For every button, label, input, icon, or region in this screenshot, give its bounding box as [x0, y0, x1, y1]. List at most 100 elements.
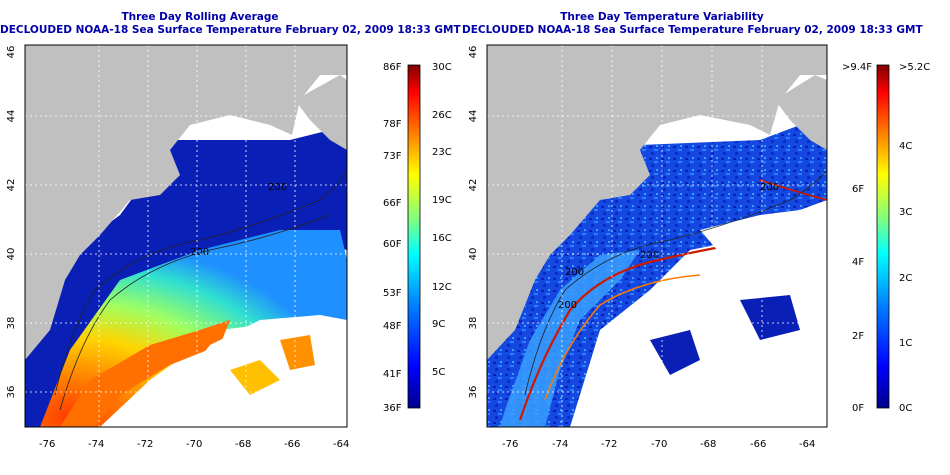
left-cbar-c-5: 16C — [432, 233, 452, 244]
left-cbar-c-3: 23C — [432, 147, 452, 158]
left-warm-patch — [230, 360, 280, 395]
right-x-axis: -76 -74 -72 -70 -68 -66 -64 — [502, 439, 815, 450]
right-cbar-c-3: 3C — [899, 207, 912, 218]
right-contour-label-1: 200 — [640, 250, 659, 261]
right-front-line-3 — [759, 179, 828, 201]
right-map: 200 200 200 200 — [486, 44, 828, 428]
right-y-tick-6: 36 — [468, 386, 479, 399]
right-colorbar: >9.4F 6F 4F 2F 0F >5.2C 4C 3C 2C 1C 0C — [842, 62, 930, 414]
right-water-patch-2 — [740, 295, 800, 340]
left-colorbar: 86F 78F 73F 66F 60F 53F 48F 41F 36F 30C … — [383, 62, 452, 414]
left-x-tick-1: -76 — [39, 439, 55, 450]
left-cbar-f-5: 60F — [383, 239, 402, 250]
left-cold-water — [25, 130, 347, 427]
left-cbar-f-2: 78F — [383, 119, 402, 130]
left-cbar-c-2: 26C — [432, 110, 452, 121]
left-y-tick-1: 46 — [6, 46, 17, 59]
right-cbar-f-5: 0F — [852, 403, 864, 414]
right-y-tick-5: 38 — [468, 317, 479, 330]
right-land — [487, 45, 827, 360]
right-cbar-f-1: >9.4F — [842, 62, 872, 73]
right-front-line-2 — [544, 274, 701, 401]
left-warm-patch-2 — [280, 335, 315, 370]
right-panel-subtitle: DECLOUDED NOAA-18 Sea Surface Temperatur… — [462, 24, 923, 36]
right-x-tick-2: -74 — [552, 439, 568, 450]
right-cbar-c-5: 1C — [899, 338, 912, 349]
right-contour-200 — [524, 169, 828, 396]
right-contour-label-3: 200 — [558, 300, 577, 311]
left-y-tick-2: 44 — [6, 110, 17, 123]
left-x-tick-5: -68 — [235, 439, 251, 450]
right-cbar-c-6: 0C — [899, 403, 912, 414]
left-cbar-f-4: 66F — [383, 198, 402, 209]
right-cbar-c-1: >5.2C — [899, 62, 930, 73]
left-cbar-f-8: 41F — [383, 369, 402, 380]
left-nova-scotia — [295, 75, 347, 150]
left-contour-label-1: 200 — [190, 247, 209, 258]
left-cbar-c-7: 9C — [432, 319, 445, 330]
right-cbar-f-4: 2F — [852, 331, 864, 342]
right-x-tick-6: -66 — [750, 439, 766, 450]
left-cbar-c-8: 5C — [432, 367, 445, 378]
right-cbar-c-4: 2C — [899, 273, 912, 284]
left-x-tick-4: -70 — [186, 439, 202, 450]
right-y-tick-2: 44 — [468, 110, 479, 123]
left-y-tick-3: 42 — [6, 179, 17, 192]
right-cloud-area-2 — [700, 215, 827, 265]
left-y-tick-6: 36 — [6, 386, 17, 399]
left-title-block: Three Day Rolling Average DECLOUDED NOAA… — [0, 11, 461, 37]
right-title-block: Three Day Temperature Variability DECLOU… — [462, 11, 923, 37]
right-shelf-variability — [500, 250, 640, 427]
right-x-tick-3: -72 — [601, 439, 617, 450]
left-y-tick-4: 40 — [6, 248, 17, 261]
left-cbar-f-1: 86F — [383, 62, 402, 73]
right-y-tick-3: 42 — [468, 179, 479, 192]
left-cbar-f-6: 53F — [383, 288, 402, 299]
left-map-frame — [24, 44, 348, 428]
left-gridlines — [25, 45, 347, 427]
right-front-line-1 — [518, 238, 761, 421]
left-land — [25, 45, 347, 360]
left-x-tick-6: -66 — [284, 439, 300, 450]
right-gridlines — [487, 45, 827, 427]
left-gulf-stream — [60, 320, 230, 427]
right-x-tick-7: -64 — [799, 439, 815, 450]
right-y-tick-4: 40 — [468, 248, 479, 261]
right-x-tick-1: -76 — [502, 439, 518, 450]
left-y-axis: 46 44 42 40 38 36 — [6, 46, 17, 399]
right-x-tick-5: -68 — [700, 439, 716, 450]
left-cbar-f-3: 73F — [383, 151, 402, 162]
right-y-tick-1: 46 — [468, 46, 479, 59]
right-nova-scotia — [775, 75, 827, 150]
right-map-frame — [486, 44, 828, 428]
right-cbar-c-2: 4C — [899, 141, 912, 152]
left-x-axis: -76 -74 -72 -70 -68 -66 -64 — [39, 439, 349, 450]
left-contour-200 — [54, 169, 348, 396]
left-colorbar-ramp — [407, 64, 421, 409]
left-panel-subtitle: DECLOUDED NOAA-18 Sea Surface Temperatur… — [0, 24, 461, 36]
right-variability-water — [487, 125, 827, 427]
left-contour-2000 — [59, 214, 331, 411]
right-water-patch — [650, 330, 700, 375]
right-x-tick-4: -70 — [651, 439, 667, 450]
left-x-tick-3: -72 — [137, 439, 153, 450]
right-colorbar-ramp — [876, 64, 890, 409]
right-contour-label-2: 200 — [760, 182, 779, 193]
left-cbar-f-7: 48F — [383, 321, 402, 332]
right-cbar-f-3: 4F — [852, 257, 864, 268]
left-cbar-c-1: 30C — [432, 62, 452, 73]
left-y-tick-5: 38 — [6, 317, 17, 330]
left-x-tick-7: -64 — [333, 439, 349, 450]
left-contour-label-2: 200 — [268, 182, 287, 193]
left-cbar-f-9: 36F — [383, 403, 402, 414]
left-map: 200 200 — [24, 44, 348, 428]
left-cbar-c-6: 12C — [432, 282, 452, 293]
left-x-tick-2: -74 — [88, 439, 104, 450]
right-contour-label-4: 200 — [565, 267, 584, 278]
right-cbar-f-2: 6F — [852, 184, 864, 195]
left-panel-title: Three Day Rolling Average — [121, 11, 279, 23]
left-cbar-c-4: 19C — [432, 195, 452, 206]
right-panel-title: Three Day Temperature Variability — [560, 11, 764, 23]
right-y-axis: 46 44 42 40 38 36 — [468, 46, 479, 399]
